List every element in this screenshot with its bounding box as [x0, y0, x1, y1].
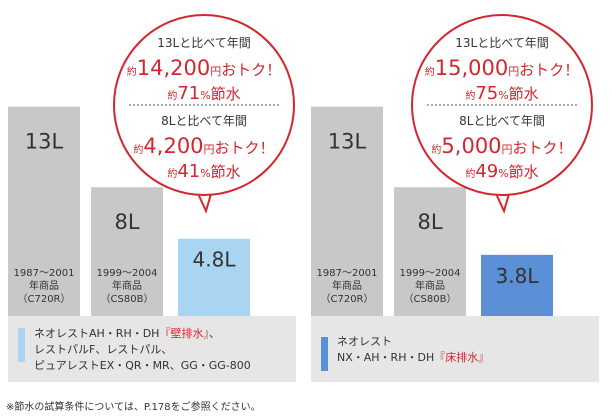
category-label-chart1-1-line1: 1987～2001: [14, 268, 75, 279]
category-label-chart2-1-line3: （C720R）: [320, 293, 373, 305]
bar-label-chart2-2: 8L: [417, 210, 442, 234]
legend-line-chart2-2: NX・AH・RH・DH『床排水』: [337, 350, 489, 364]
bar-label-chart2-1: 13L: [328, 130, 367, 154]
category-label-chart2-2-line2: 年商品: [415, 279, 445, 292]
legend-line-chart2-1: ネオレスト: [337, 335, 392, 348]
callout-compare-chart2-1: 13Lと比べて年間: [455, 36, 548, 50]
legend-swatch-chart2: [321, 337, 328, 371]
bar-label-chart1-1: 13L: [25, 130, 64, 154]
legend-line-chart1-1: ネオレストAH・RH・DH『壁排水』、: [34, 326, 220, 340]
category-label-chart1-2-line3: （CS80B）: [101, 293, 154, 305]
category-label-chart1-1-line2: 年商品: [29, 279, 59, 292]
footnote: ※節水の試算条件については、P.178をご参照ください。: [6, 398, 261, 413]
callout-compare-chart1-1: 13Lと比べて年間: [157, 36, 250, 50]
legend-line-chart1-2: レストパルF、レストパル、: [34, 343, 172, 356]
callout-tail-join-chart1: [196, 181, 212, 189]
callout-compare-chart1-2: 8Lと比べて年間: [161, 114, 247, 128]
category-label-chart1-2-line1: 1999～2004: [97, 268, 158, 279]
callout-tail-join-chart2: [494, 181, 510, 189]
category-label-chart2-2-line3: （CS80B）: [404, 293, 457, 305]
legend-swatch-chart1: [18, 328, 25, 362]
category-label-chart2-1-line2: 年商品: [332, 279, 362, 292]
callout-compare-chart2-2: 8Lと比べて年間: [459, 114, 545, 128]
bar-label-chart1-2: 8L: [114, 210, 139, 234]
chart-area: 13L1987～2001年商品（C720R）8L1999～2004年商品（CS8…: [0, 0, 612, 396]
legend-box-chart2: [311, 316, 599, 382]
bar-label-chart2-3: 3.8L: [496, 264, 540, 288]
bar-label-chart1-3: 4.8L: [193, 248, 237, 272]
category-label-chart1-1-line3: （C720R）: [17, 293, 70, 305]
legend-line-chart1-3: ピュアレストEX・QR・MR、GG・GG-800: [34, 359, 251, 372]
category-label-chart2-1-line1: 1987～2001: [317, 268, 378, 279]
category-label-chart1-2-line2: 年商品: [112, 279, 142, 292]
category-label-chart2-2-line1: 1999～2004: [400, 268, 461, 279]
